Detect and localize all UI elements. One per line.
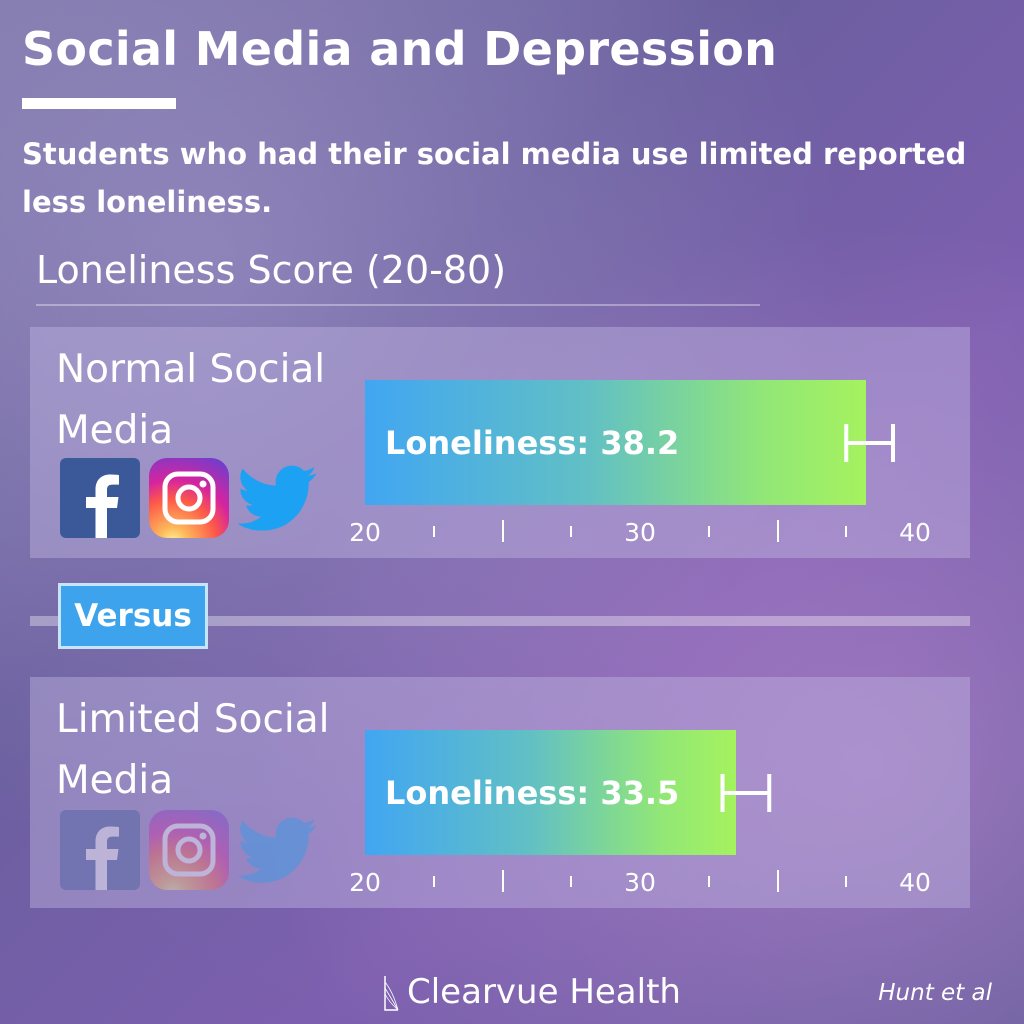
instagram-icon bbox=[149, 458, 229, 538]
brand-mark-icon bbox=[384, 976, 399, 1011]
x-tick-label: 30 bbox=[624, 868, 656, 897]
x-minor-tick bbox=[707, 876, 710, 887]
versus-divider bbox=[30, 616, 970, 626]
error-bar-normal bbox=[844, 424, 895, 462]
social-icons-normal bbox=[60, 458, 318, 538]
versus-badge: Versus bbox=[58, 583, 208, 649]
x-minor-tick bbox=[432, 526, 435, 537]
bar-label: Loneliness: 33.5 bbox=[385, 773, 680, 812]
brand-name: Clearvue Health bbox=[407, 972, 681, 1012]
x-minor-tick bbox=[845, 876, 848, 887]
error-bar-limited bbox=[720, 774, 772, 812]
bar-normal-social-media: Loneliness: 38.2 bbox=[365, 380, 866, 505]
title-underline bbox=[22, 98, 176, 109]
category-label: Normal Social Media bbox=[56, 347, 326, 453]
x-major-tick bbox=[501, 870, 504, 892]
chart-title-rule bbox=[36, 304, 760, 306]
x-minor-tick bbox=[570, 526, 573, 537]
x-minor-tick bbox=[707, 526, 710, 537]
page-subtitle: Students who had their social media use … bbox=[22, 137, 967, 219]
twitter-icon bbox=[238, 458, 318, 538]
bar-limited-social-media: Loneliness: 33.5 bbox=[365, 730, 737, 855]
x-tick-label: 40 bbox=[899, 868, 931, 897]
brand-logo: Clearvue Health bbox=[383, 972, 681, 1012]
x-tick-label: 20 bbox=[349, 868, 381, 897]
x-minor-tick bbox=[570, 876, 573, 887]
x-major-tick bbox=[776, 870, 779, 892]
x-major-tick bbox=[501, 520, 504, 542]
bar-label: Loneliness: 38.2 bbox=[385, 423, 680, 462]
x-minor-tick bbox=[845, 526, 848, 537]
citation: Hunt et al bbox=[878, 980, 992, 1006]
x-tick-label: 20 bbox=[349, 518, 381, 547]
x-minor-tick bbox=[432, 876, 435, 887]
x-tick-label: 30 bbox=[624, 518, 656, 547]
facebook-icon bbox=[60, 458, 140, 538]
instagram-icon bbox=[149, 810, 229, 890]
x-tick-label: 40 bbox=[899, 518, 931, 547]
chart-title: Loneliness Score (20-80) bbox=[36, 248, 507, 292]
social-icons-limited bbox=[60, 810, 318, 890]
twitter-icon bbox=[238, 810, 318, 890]
facebook-icon bbox=[60, 810, 140, 890]
category-label: Limited Social Media bbox=[56, 697, 330, 803]
page-title: Social Media and Depression bbox=[22, 22, 778, 76]
x-major-tick bbox=[776, 520, 779, 542]
